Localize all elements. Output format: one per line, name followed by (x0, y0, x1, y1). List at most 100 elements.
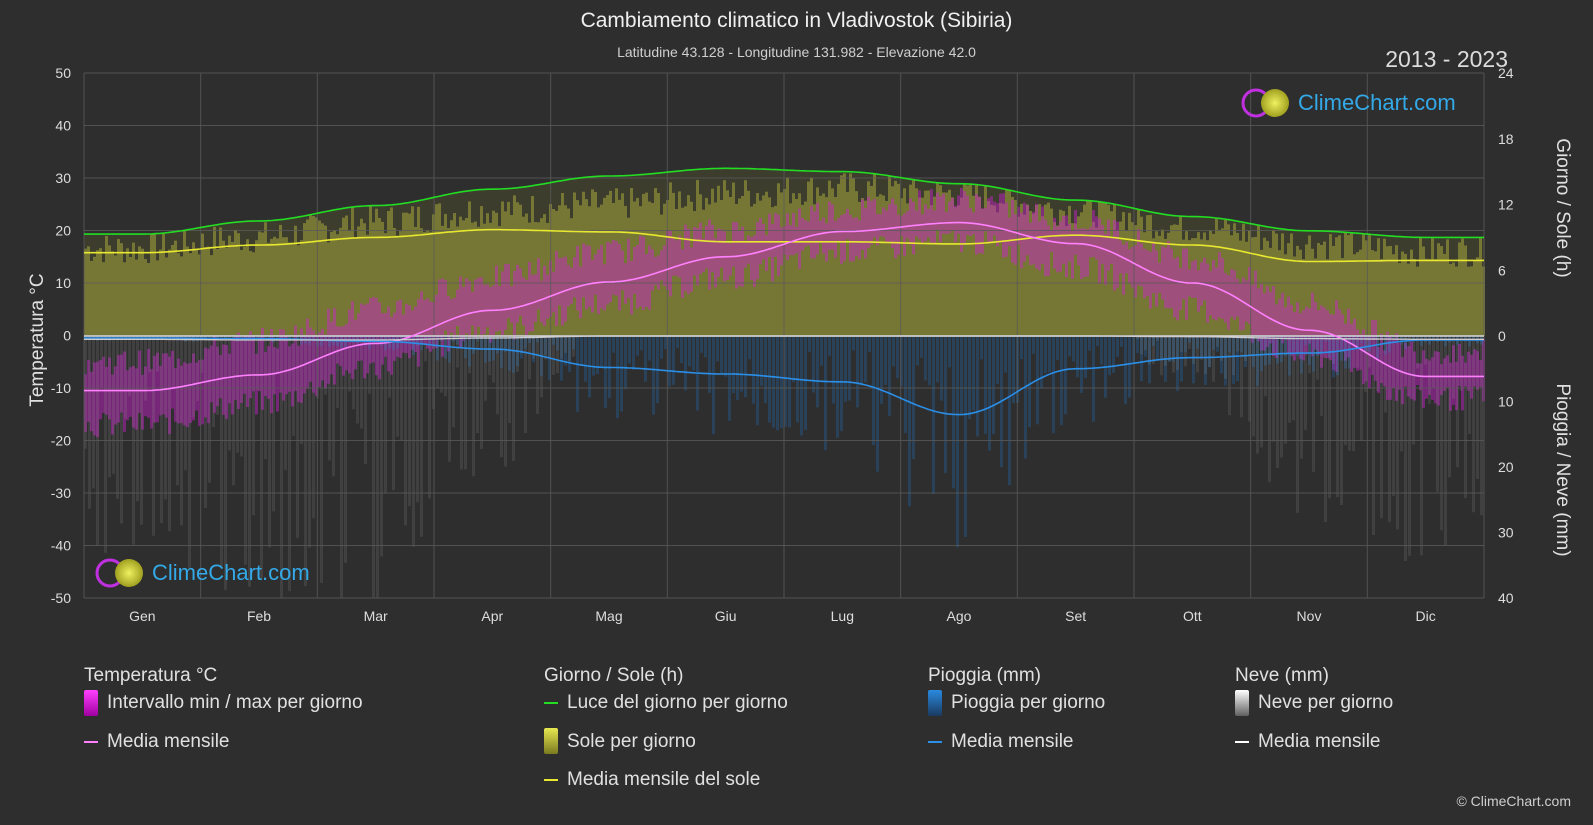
temp-range-bar (714, 238, 717, 288)
daylight-bar (117, 234, 120, 336)
sun-bar (654, 188, 657, 336)
sun-bar (726, 190, 729, 336)
daylight-bar (417, 200, 420, 336)
y-axis-right-bottom-title: Pioggia / Neve (mm) (1552, 383, 1573, 557)
sun-bar (1065, 226, 1068, 336)
legend-temp-range: Intervallo min / max per giorno (107, 692, 363, 713)
sun-bar (1299, 249, 1302, 336)
daylight-bar (261, 220, 264, 336)
temp-range-bar (843, 213, 846, 261)
sun-bar (1167, 232, 1170, 336)
temp-range-bar (1230, 268, 1233, 317)
sun-bar (1032, 213, 1035, 336)
daylight-bar (864, 172, 867, 336)
daylight-bar (501, 188, 504, 336)
logo-bottom[interactable]: ClimeChart.com (94, 556, 310, 590)
rain-bar (1072, 336, 1075, 362)
snow-bar (312, 336, 315, 519)
legend-snow-mean: Media mensile (1235, 731, 1381, 753)
rain-bar (84, 336, 87, 338)
rain-bar (1128, 336, 1131, 398)
logo-top[interactable]: ClimeChart.com (1240, 86, 1456, 120)
sun-bar (1146, 215, 1149, 336)
sun-bar (189, 253, 192, 336)
daylight-bar (564, 180, 567, 336)
snow-bar (356, 336, 359, 424)
temp-range-bar (939, 196, 942, 243)
temp-range-bar (738, 230, 741, 286)
temp-range-bar (1176, 256, 1179, 321)
rain-bar (816, 336, 819, 408)
snow-bar (1476, 336, 1479, 479)
x-month-label: Mag (595, 608, 622, 624)
temp-range-bar (219, 355, 222, 399)
rain-bar (732, 336, 735, 394)
sun-bar (1281, 233, 1284, 336)
daylight-bar (1326, 231, 1329, 336)
sun-bar (921, 197, 924, 336)
rain-bar (1188, 336, 1191, 343)
sun-bar (1332, 245, 1335, 336)
snow-bar (1468, 336, 1471, 435)
rain-bar (764, 336, 767, 404)
rain-bar (1100, 336, 1103, 365)
temp-range-bar (1383, 350, 1386, 387)
daylight-bar (342, 208, 345, 336)
legend-snow-mean-swatch (1235, 741, 1249, 743)
sun-bar (186, 246, 189, 336)
rain-bar (1252, 336, 1255, 367)
sun-bar (1092, 221, 1095, 336)
sun-bar (93, 256, 96, 336)
snow-bar (472, 336, 475, 477)
temp-range-bar (849, 215, 852, 262)
daylight-bar (600, 176, 603, 336)
sun-bar (1401, 251, 1404, 336)
rain-bar (1084, 336, 1087, 378)
snow-bar (1244, 336, 1247, 362)
daylight-bar (1242, 222, 1245, 336)
temp-range-bar (885, 210, 888, 243)
snow-bar (188, 336, 191, 569)
daylight-bar (90, 234, 93, 336)
rain-bar (1300, 336, 1303, 374)
rain-bar (1068, 336, 1071, 357)
rain-bar (456, 336, 459, 345)
daylight-bar (111, 234, 114, 336)
daylight-bar (1191, 216, 1194, 336)
sun-bar (672, 192, 675, 336)
snow-bar (212, 336, 215, 428)
snow-bar (464, 336, 467, 470)
rain-bar (552, 336, 555, 345)
rain-bar (984, 336, 987, 434)
rain-bar (904, 336, 907, 434)
daylight-bar (696, 169, 699, 336)
rain-bar (668, 336, 671, 387)
rain-bar (648, 336, 651, 361)
snow-bar (548, 336, 551, 358)
daylight-bar (348, 207, 351, 336)
sun-bar (195, 249, 198, 336)
sun-bar (177, 253, 180, 336)
daylight-bar (1086, 200, 1089, 336)
snow-bar (88, 336, 91, 509)
sun-bar (396, 235, 399, 336)
temp-range-bar (1308, 308, 1311, 344)
daylight-bar (1026, 194, 1029, 336)
daylight-bar (225, 223, 228, 336)
temp-range-bar (693, 226, 696, 276)
daylight-bar (885, 175, 888, 336)
sun-bar (330, 231, 333, 336)
sun-bar (816, 187, 819, 336)
temp-range-bar (786, 213, 789, 260)
temp-range-bar (393, 312, 396, 361)
legend-rain-bar: Pioggia per giorno (951, 692, 1106, 713)
temp-range-bar (615, 241, 618, 296)
daylight-bar (429, 198, 432, 336)
sun-bar (615, 188, 618, 336)
sun-bar (321, 223, 324, 336)
temp-range-bar (1356, 329, 1359, 371)
sun-bar (1017, 216, 1020, 336)
rain-bar (828, 336, 831, 356)
rain-bar (444, 336, 447, 359)
rain-bar (1156, 336, 1159, 360)
